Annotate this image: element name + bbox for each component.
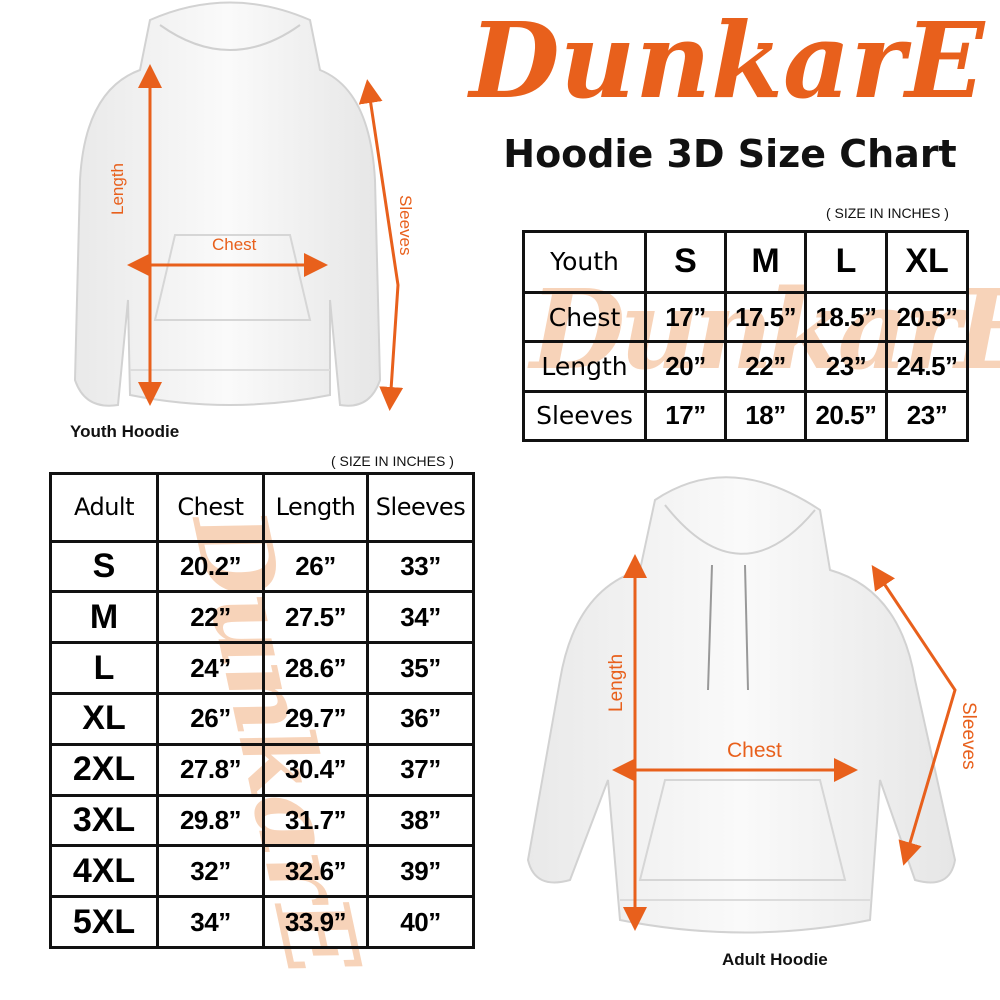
table-row: 3XL 29.8” 31.7” 38” bbox=[49, 793, 475, 848]
table-row: 5XL 34” 33.9” 40” bbox=[49, 895, 475, 949]
youth-chest-label: Chest bbox=[212, 235, 257, 254]
row-label: Length bbox=[522, 340, 647, 393]
cell: 38” bbox=[366, 793, 475, 848]
cell: 23” bbox=[804, 340, 888, 393]
cell: 36” bbox=[366, 692, 475, 746]
adult-measure-arrows bbox=[612, 554, 957, 931]
table-row: 2XL 27.8” 30.4” 37” bbox=[49, 742, 475, 797]
cell: 29.8” bbox=[156, 793, 265, 848]
table-header-row: Youth S M L XL bbox=[522, 230, 969, 294]
table-row: Chest 17” 17.5” 18.5” 20.5” bbox=[522, 290, 969, 344]
youth-sleeves-label: Sleeves bbox=[396, 195, 415, 255]
cell: 23” bbox=[885, 389, 969, 443]
cell: 28.6” bbox=[262, 641, 369, 696]
cell: 31.7” bbox=[262, 793, 369, 848]
cell: 33” bbox=[366, 539, 475, 594]
size-label: L bbox=[49, 641, 159, 696]
table-row: 4XL 32” 32.6” 39” bbox=[49, 844, 475, 899]
size-label: M bbox=[49, 590, 159, 645]
adult-chest-label: Chest bbox=[727, 739, 782, 762]
size-label: XL bbox=[49, 692, 159, 746]
table-row: Sleeves 17” 18” 20.5” 23” bbox=[522, 389, 969, 443]
size-header: XL bbox=[885, 230, 969, 294]
cell: 20.5” bbox=[885, 290, 969, 344]
youth-size-table: Youth S M L XL Chest 17” 17.5” 18.5” 20.… bbox=[522, 230, 969, 443]
size-header: S bbox=[644, 230, 727, 294]
cell: 26” bbox=[156, 692, 265, 746]
size-label: 2XL bbox=[49, 742, 159, 797]
cell: 32” bbox=[156, 844, 265, 899]
size-label: 3XL bbox=[49, 793, 159, 848]
size-label: 5XL bbox=[49, 895, 159, 949]
adult-size-table: Adult Chest Length Sleeves S 20.2” 26” 33” M… bbox=[49, 472, 475, 949]
adult-length-label: Length bbox=[606, 654, 627, 712]
youth-length-label: Length bbox=[108, 163, 127, 215]
column-header: Sleeves bbox=[366, 472, 475, 543]
size-label: 4XL bbox=[49, 844, 159, 899]
adult-caption: Adult Hoodie bbox=[722, 950, 828, 969]
brand-logo: DunkarE bbox=[455, 0, 1000, 122]
cell: 22” bbox=[156, 590, 265, 645]
page-title: Hoodie 3D Size Chart bbox=[503, 132, 957, 176]
youth-unit-note: ( SIZE IN INCHES ) bbox=[826, 205, 949, 221]
table-row: S 20.2” 26” 33” bbox=[49, 539, 475, 594]
row-label: Sleeves bbox=[522, 389, 647, 443]
cell: 34” bbox=[156, 895, 265, 949]
cell: 20.5” bbox=[804, 389, 888, 443]
cell: 26” bbox=[262, 539, 369, 594]
cell: 24.5” bbox=[885, 340, 969, 393]
cell: 27.5” bbox=[262, 590, 369, 645]
column-header: Adult bbox=[49, 472, 159, 543]
youth-caption: Youth Hoodie bbox=[70, 422, 180, 441]
column-header: Chest bbox=[156, 472, 265, 543]
table-row: XL 26” 29.7” 36” bbox=[49, 692, 475, 746]
cell: 40” bbox=[366, 895, 475, 949]
cell: 20” bbox=[644, 340, 727, 393]
cell: 18.5” bbox=[804, 290, 888, 344]
youth-measure-arrows bbox=[127, 64, 404, 411]
cell: 18” bbox=[724, 389, 807, 443]
cell: 39” bbox=[366, 844, 475, 899]
size-label: S bbox=[49, 539, 159, 594]
cell: 37” bbox=[366, 742, 475, 797]
cell: 22” bbox=[724, 340, 807, 393]
table-row: L 24” 28.6” 35” bbox=[49, 641, 475, 696]
cell: 17” bbox=[644, 389, 727, 443]
cell: 35” bbox=[366, 641, 475, 696]
svg-text:DunkarE: DunkarE bbox=[467, 0, 987, 122]
cell: 17” bbox=[644, 290, 727, 344]
cell: 29.7” bbox=[262, 692, 369, 746]
table-corner: Youth bbox=[522, 230, 647, 294]
size-header: M bbox=[724, 230, 807, 294]
adult-hoodie-image bbox=[526, 476, 957, 934]
column-header: Length bbox=[262, 472, 369, 543]
cell: 30.4” bbox=[262, 742, 369, 797]
adult-sleeves-label: Sleeves bbox=[958, 702, 979, 770]
size-header: L bbox=[804, 230, 888, 294]
table-row: Length 20” 22” 23” 24.5” bbox=[522, 340, 969, 393]
cell: 32.6” bbox=[262, 844, 369, 899]
cell: 20.2” bbox=[156, 539, 265, 594]
cell: 27.8” bbox=[156, 742, 265, 797]
cell: 33.9” bbox=[262, 895, 369, 949]
row-label: Chest bbox=[522, 290, 647, 344]
table-header-row: Adult Chest Length Sleeves bbox=[49, 472, 475, 543]
cell: 17.5” bbox=[724, 290, 807, 344]
table-row: M 22” 27.5” 34” bbox=[49, 590, 475, 645]
cell: 24” bbox=[156, 641, 265, 696]
adult-unit-note: ( SIZE IN INCHES ) bbox=[331, 453, 454, 469]
cell: 34” bbox=[366, 590, 475, 645]
